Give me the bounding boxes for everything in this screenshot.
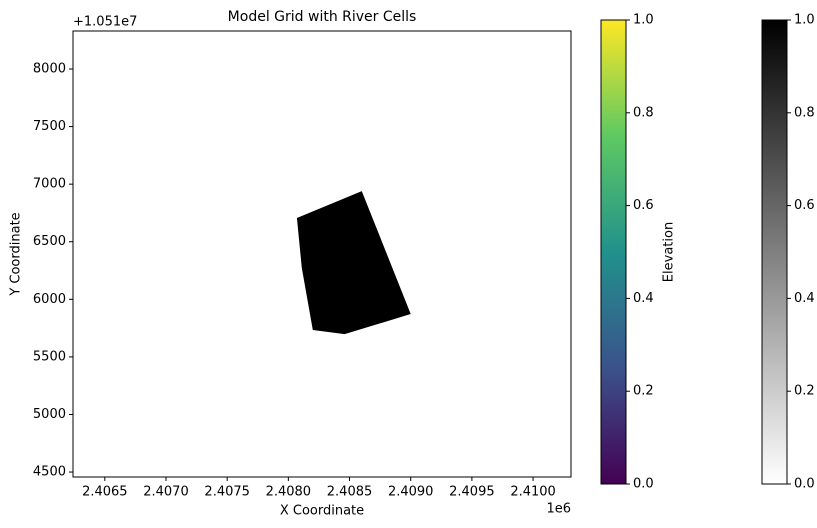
colorbar-tick-label: 0.4 [633, 291, 654, 306]
colorbar-tick-label: 0.4 [794, 291, 815, 306]
colorbar-tick-label: 0.6 [794, 198, 815, 213]
colorbar-tick-label: 0.2 [633, 384, 654, 399]
x-tick-label: 2.4080 [266, 485, 312, 500]
colorbar-tick-label: 0.2 [794, 384, 815, 399]
y-axis-label: Y Coordinate [9, 212, 24, 296]
y-tick-label: 6000 [33, 292, 66, 307]
colorbar-tick-label: 0.8 [794, 105, 815, 120]
colorbar [761, 19, 788, 485]
x-tick-label: 2.4095 [449, 485, 495, 500]
colorbar-tick-label: 0.6 [633, 198, 654, 213]
colorbar-tick-label: 0.0 [633, 477, 654, 492]
colorbar-tick-label: 0.8 [633, 105, 654, 120]
x-tick-label: 2.4100 [510, 485, 556, 500]
y-offset-text: +1.051e7 [73, 15, 137, 30]
x-offset-text: 1e6 [546, 502, 571, 517]
y-tick-label: 7500 [33, 119, 66, 134]
y-tick-label: 7000 [33, 177, 66, 192]
x-tick-label: 2.4070 [143, 485, 189, 500]
colorbar-tick-label: 1.0 [633, 13, 654, 28]
x-axis-label: X Coordinate [280, 504, 364, 519]
active-cells-area [296, 191, 411, 335]
plot-frame [72, 30, 572, 478]
y-tick-label: 5000 [33, 407, 66, 422]
x-tick-label: 2.4085 [327, 485, 373, 500]
chart-title: Model Grid with River Cells [228, 9, 417, 25]
y-tick-label: 5500 [33, 349, 66, 364]
y-tick-label: 8000 [33, 62, 66, 77]
colorbar-label: Elevation [662, 222, 677, 282]
colorbar-tick-label: 1.0 [794, 13, 815, 28]
colorbar [600, 19, 627, 485]
x-tick-label: 2.4090 [388, 485, 434, 500]
y-tick-label: 6500 [33, 234, 66, 249]
colorbar-tick-label: 0.0 [794, 477, 815, 492]
x-tick-label: 2.4075 [204, 485, 250, 500]
x-tick-label: 2.4065 [82, 485, 128, 500]
y-tick-label: 4500 [33, 465, 66, 480]
